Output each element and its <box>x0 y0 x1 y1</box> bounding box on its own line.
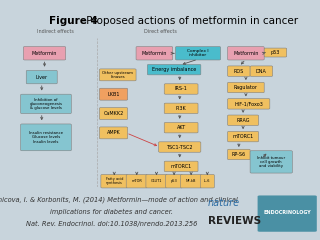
FancyBboxPatch shape <box>146 174 167 188</box>
FancyBboxPatch shape <box>180 174 202 188</box>
FancyBboxPatch shape <box>100 69 136 81</box>
FancyBboxPatch shape <box>164 103 198 114</box>
Text: Indirect effects: Indirect effects <box>37 29 74 34</box>
Text: RP-S6: RP-S6 <box>232 152 246 157</box>
Text: ENDOCRINOLOGY: ENDOCRINOLOGY <box>263 210 311 215</box>
Text: LKB1: LKB1 <box>107 92 120 97</box>
Text: implications for diabetes and cancer.: implications for diabetes and cancer. <box>51 209 173 215</box>
FancyBboxPatch shape <box>136 47 173 60</box>
Text: mTORC1: mTORC1 <box>171 164 192 169</box>
Text: Liver: Liver <box>36 75 48 80</box>
FancyBboxPatch shape <box>126 174 147 188</box>
Text: IL-6: IL-6 <box>204 179 211 183</box>
FancyBboxPatch shape <box>20 94 71 114</box>
Text: mTOR: mTOR <box>131 179 142 183</box>
Text: Proposed actions of metformin in cancer: Proposed actions of metformin in cancer <box>83 16 299 26</box>
Text: TSC1-TSC2: TSC1-TSC2 <box>166 144 193 150</box>
Text: CaMKK2: CaMKK2 <box>103 111 124 116</box>
Text: Ragulator: Ragulator <box>234 85 258 90</box>
Text: Inhibit tumour
cell growth
and viability: Inhibit tumour cell growth and viability <box>257 156 285 168</box>
Text: p53: p53 <box>171 179 178 183</box>
FancyBboxPatch shape <box>164 122 198 133</box>
FancyBboxPatch shape <box>228 47 264 60</box>
Text: Insulin resistance
Glucose levels
Insulin levels: Insulin resistance Glucose levels Insuli… <box>29 131 63 144</box>
FancyBboxPatch shape <box>200 174 214 188</box>
Text: DNA: DNA <box>256 69 267 74</box>
Text: GLUT1: GLUT1 <box>151 179 162 183</box>
FancyBboxPatch shape <box>159 142 201 152</box>
Text: Energy imbalance: Energy imbalance <box>152 67 196 72</box>
Text: Direct effects: Direct effects <box>144 29 176 34</box>
Text: ROS: ROS <box>234 69 244 74</box>
Text: Fatty acid
synthesis: Fatty acid synthesis <box>106 177 123 185</box>
Text: RRAG: RRAG <box>236 118 250 123</box>
Text: Metformin: Metformin <box>233 51 259 56</box>
Text: Other upstream
kinases: Other upstream kinases <box>102 71 133 79</box>
FancyBboxPatch shape <box>100 88 128 100</box>
FancyBboxPatch shape <box>166 174 182 188</box>
Text: PI3K: PI3K <box>176 106 187 111</box>
FancyBboxPatch shape <box>100 108 128 120</box>
Text: AMPK: AMPK <box>107 130 120 135</box>
Text: REVIEWS: REVIEWS <box>208 216 261 226</box>
FancyBboxPatch shape <box>20 124 71 151</box>
FancyBboxPatch shape <box>228 66 250 76</box>
FancyBboxPatch shape <box>228 115 259 126</box>
Text: p53: p53 <box>271 50 280 55</box>
FancyBboxPatch shape <box>175 47 220 60</box>
FancyBboxPatch shape <box>147 64 201 75</box>
FancyBboxPatch shape <box>228 82 264 93</box>
Text: nature: nature <box>208 198 240 209</box>
Text: Nat. Rev. Endocrinol. doi:10.1038/nrendo.2013.256: Nat. Rev. Endocrinol. doi:10.1038/nrendo… <box>26 221 198 227</box>
Text: IRS-1: IRS-1 <box>175 86 188 91</box>
Text: Inhibition of
gluconeogenesis
& glucose levels: Inhibition of gluconeogenesis & glucose … <box>29 98 62 110</box>
FancyBboxPatch shape <box>26 70 57 84</box>
FancyBboxPatch shape <box>228 149 250 160</box>
FancyBboxPatch shape <box>250 66 273 76</box>
Text: AKT: AKT <box>177 125 186 130</box>
FancyBboxPatch shape <box>100 127 128 139</box>
Text: NF-kB: NF-kB <box>186 179 196 183</box>
Text: mTORC1: mTORC1 <box>232 134 254 139</box>
Text: Figure 4: Figure 4 <box>49 16 98 26</box>
FancyBboxPatch shape <box>228 132 259 142</box>
FancyBboxPatch shape <box>250 151 292 173</box>
Text: Complex I
inhibitor: Complex I inhibitor <box>187 49 209 57</box>
FancyBboxPatch shape <box>164 161 198 172</box>
FancyBboxPatch shape <box>101 174 128 188</box>
Text: Pernicova, I. & Korbonits, M. (2014) Metformin—mode of action and clinical: Pernicova, I. & Korbonits, M. (2014) Met… <box>0 197 237 203</box>
FancyBboxPatch shape <box>228 99 270 109</box>
Text: Metformin: Metformin <box>32 51 57 56</box>
Text: HIF-1/Foxo3: HIF-1/Foxo3 <box>234 101 263 106</box>
Text: Metformin: Metformin <box>142 51 167 56</box>
FancyBboxPatch shape <box>164 84 198 94</box>
FancyBboxPatch shape <box>264 48 287 57</box>
FancyBboxPatch shape <box>258 195 317 232</box>
FancyBboxPatch shape <box>23 47 66 60</box>
